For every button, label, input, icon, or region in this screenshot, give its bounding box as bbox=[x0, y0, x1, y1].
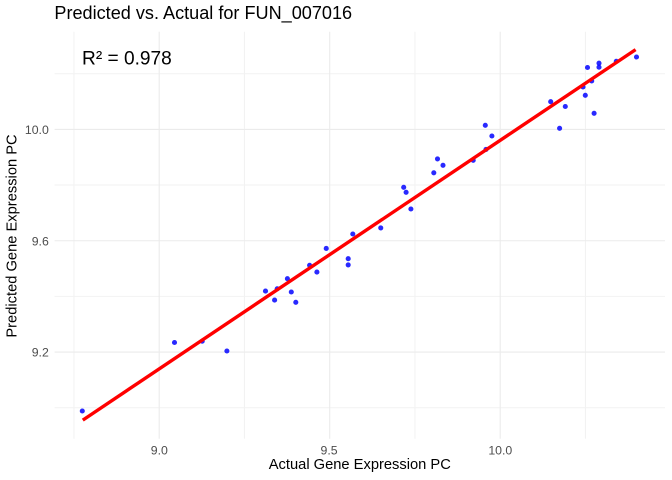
svg-text:10.0: 10.0 bbox=[25, 123, 49, 137]
svg-text:9.2: 9.2 bbox=[32, 346, 49, 360]
svg-text:9.0: 9.0 bbox=[151, 444, 168, 458]
svg-text:9.6: 9.6 bbox=[32, 234, 49, 248]
svg-text:R² = 0.978: R² = 0.978 bbox=[82, 48, 172, 69]
svg-text:9.5: 9.5 bbox=[321, 444, 338, 458]
svg-text:Predicted vs. Actual for FUN_0: Predicted vs. Actual for FUN_007016 bbox=[54, 3, 352, 24]
svg-text:Actual Gene Expression PC: Actual Gene Expression PC bbox=[269, 457, 451, 473]
svg-text:10.0: 10.0 bbox=[488, 444, 512, 458]
svg-text:Predicted Gene Expression PC: Predicted Gene Expression PC bbox=[5, 134, 21, 338]
